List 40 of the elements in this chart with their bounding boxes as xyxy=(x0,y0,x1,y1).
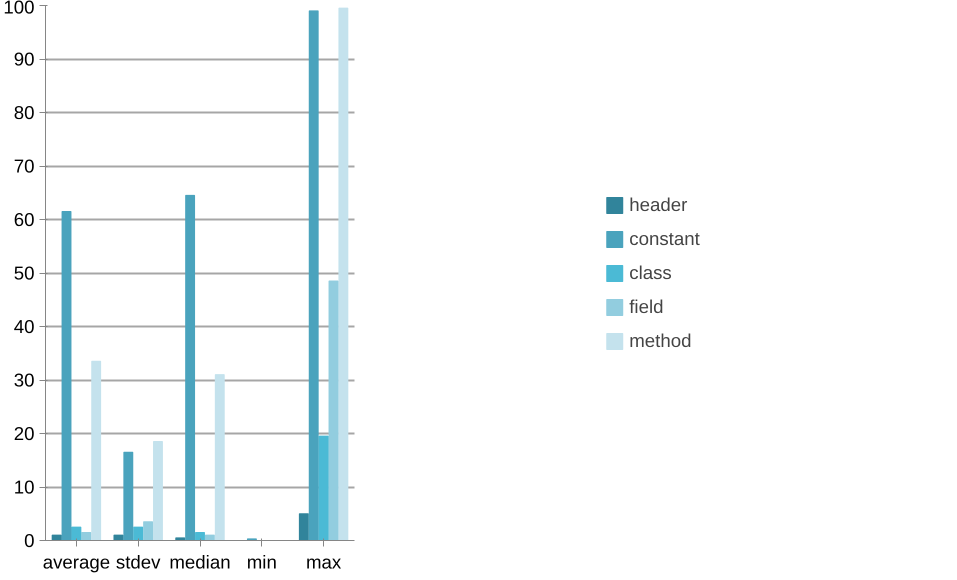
x-tick-label: median xyxy=(169,552,231,572)
bar xyxy=(328,280,338,540)
y-tick-label: 20 xyxy=(14,423,35,444)
bar xyxy=(308,10,319,540)
legend-label: field xyxy=(629,296,664,318)
y-tick-label: 90 xyxy=(14,48,35,70)
y-tick-label: 0 xyxy=(24,530,35,551)
bar xyxy=(214,374,225,540)
bar xyxy=(52,534,62,540)
bar xyxy=(298,513,309,540)
bar xyxy=(204,534,215,540)
bar xyxy=(91,360,102,540)
bar xyxy=(113,534,124,540)
legend-label: method xyxy=(629,330,692,352)
bar xyxy=(71,526,82,540)
legend-label: class xyxy=(629,262,672,284)
legend-label: header xyxy=(629,194,688,216)
y-tick-label: 50 xyxy=(14,262,35,284)
y-tick-label: 60 xyxy=(14,209,35,230)
bar xyxy=(143,521,154,540)
bar xyxy=(153,441,163,540)
x-tick-label: max xyxy=(306,552,342,572)
x-tick-label: stdev xyxy=(116,552,162,572)
bar xyxy=(318,436,329,540)
y-tick-label: 70 xyxy=(14,156,35,176)
y-tick-label: 100 xyxy=(3,0,35,18)
x-tick-label: min xyxy=(246,552,277,572)
y-tick-label: 80 xyxy=(14,102,35,123)
x-tick-label: average xyxy=(42,552,110,572)
legend-label: constant xyxy=(629,228,700,250)
y-tick-label: 30 xyxy=(14,370,35,390)
y-tick-label: 10 xyxy=(14,476,35,498)
bar xyxy=(81,532,92,540)
bar xyxy=(62,210,72,540)
bar xyxy=(195,532,205,540)
y-tick-label: 40 xyxy=(14,316,35,337)
bar xyxy=(338,8,348,540)
bar xyxy=(123,452,134,540)
bar xyxy=(185,194,196,540)
bar xyxy=(133,526,144,540)
